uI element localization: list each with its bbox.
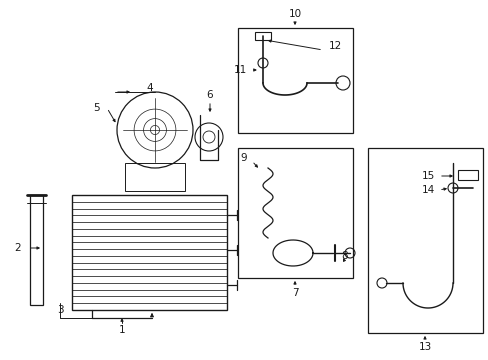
Text: 10: 10 — [288, 9, 301, 19]
Bar — [238, 28, 352, 133]
Bar — [457, 170, 477, 180]
Text: 1: 1 — [119, 325, 125, 335]
Bar — [367, 148, 482, 333]
Text: 3: 3 — [57, 305, 63, 315]
Text: 9: 9 — [240, 153, 247, 163]
Bar — [254, 32, 270, 40]
Bar — [72, 195, 226, 310]
Text: 4: 4 — [146, 83, 153, 93]
Text: 12: 12 — [328, 41, 341, 51]
Bar — [30, 195, 43, 305]
Bar — [238, 148, 352, 278]
Text: 11: 11 — [233, 65, 246, 75]
Text: 14: 14 — [421, 185, 434, 195]
Text: 13: 13 — [418, 342, 431, 352]
Text: 15: 15 — [421, 171, 434, 181]
Text: 5: 5 — [94, 103, 100, 113]
Text: 6: 6 — [206, 90, 213, 100]
Bar — [125, 163, 184, 191]
Text: 8: 8 — [341, 251, 347, 261]
Text: 2: 2 — [15, 243, 21, 253]
Text: 7: 7 — [291, 288, 298, 298]
